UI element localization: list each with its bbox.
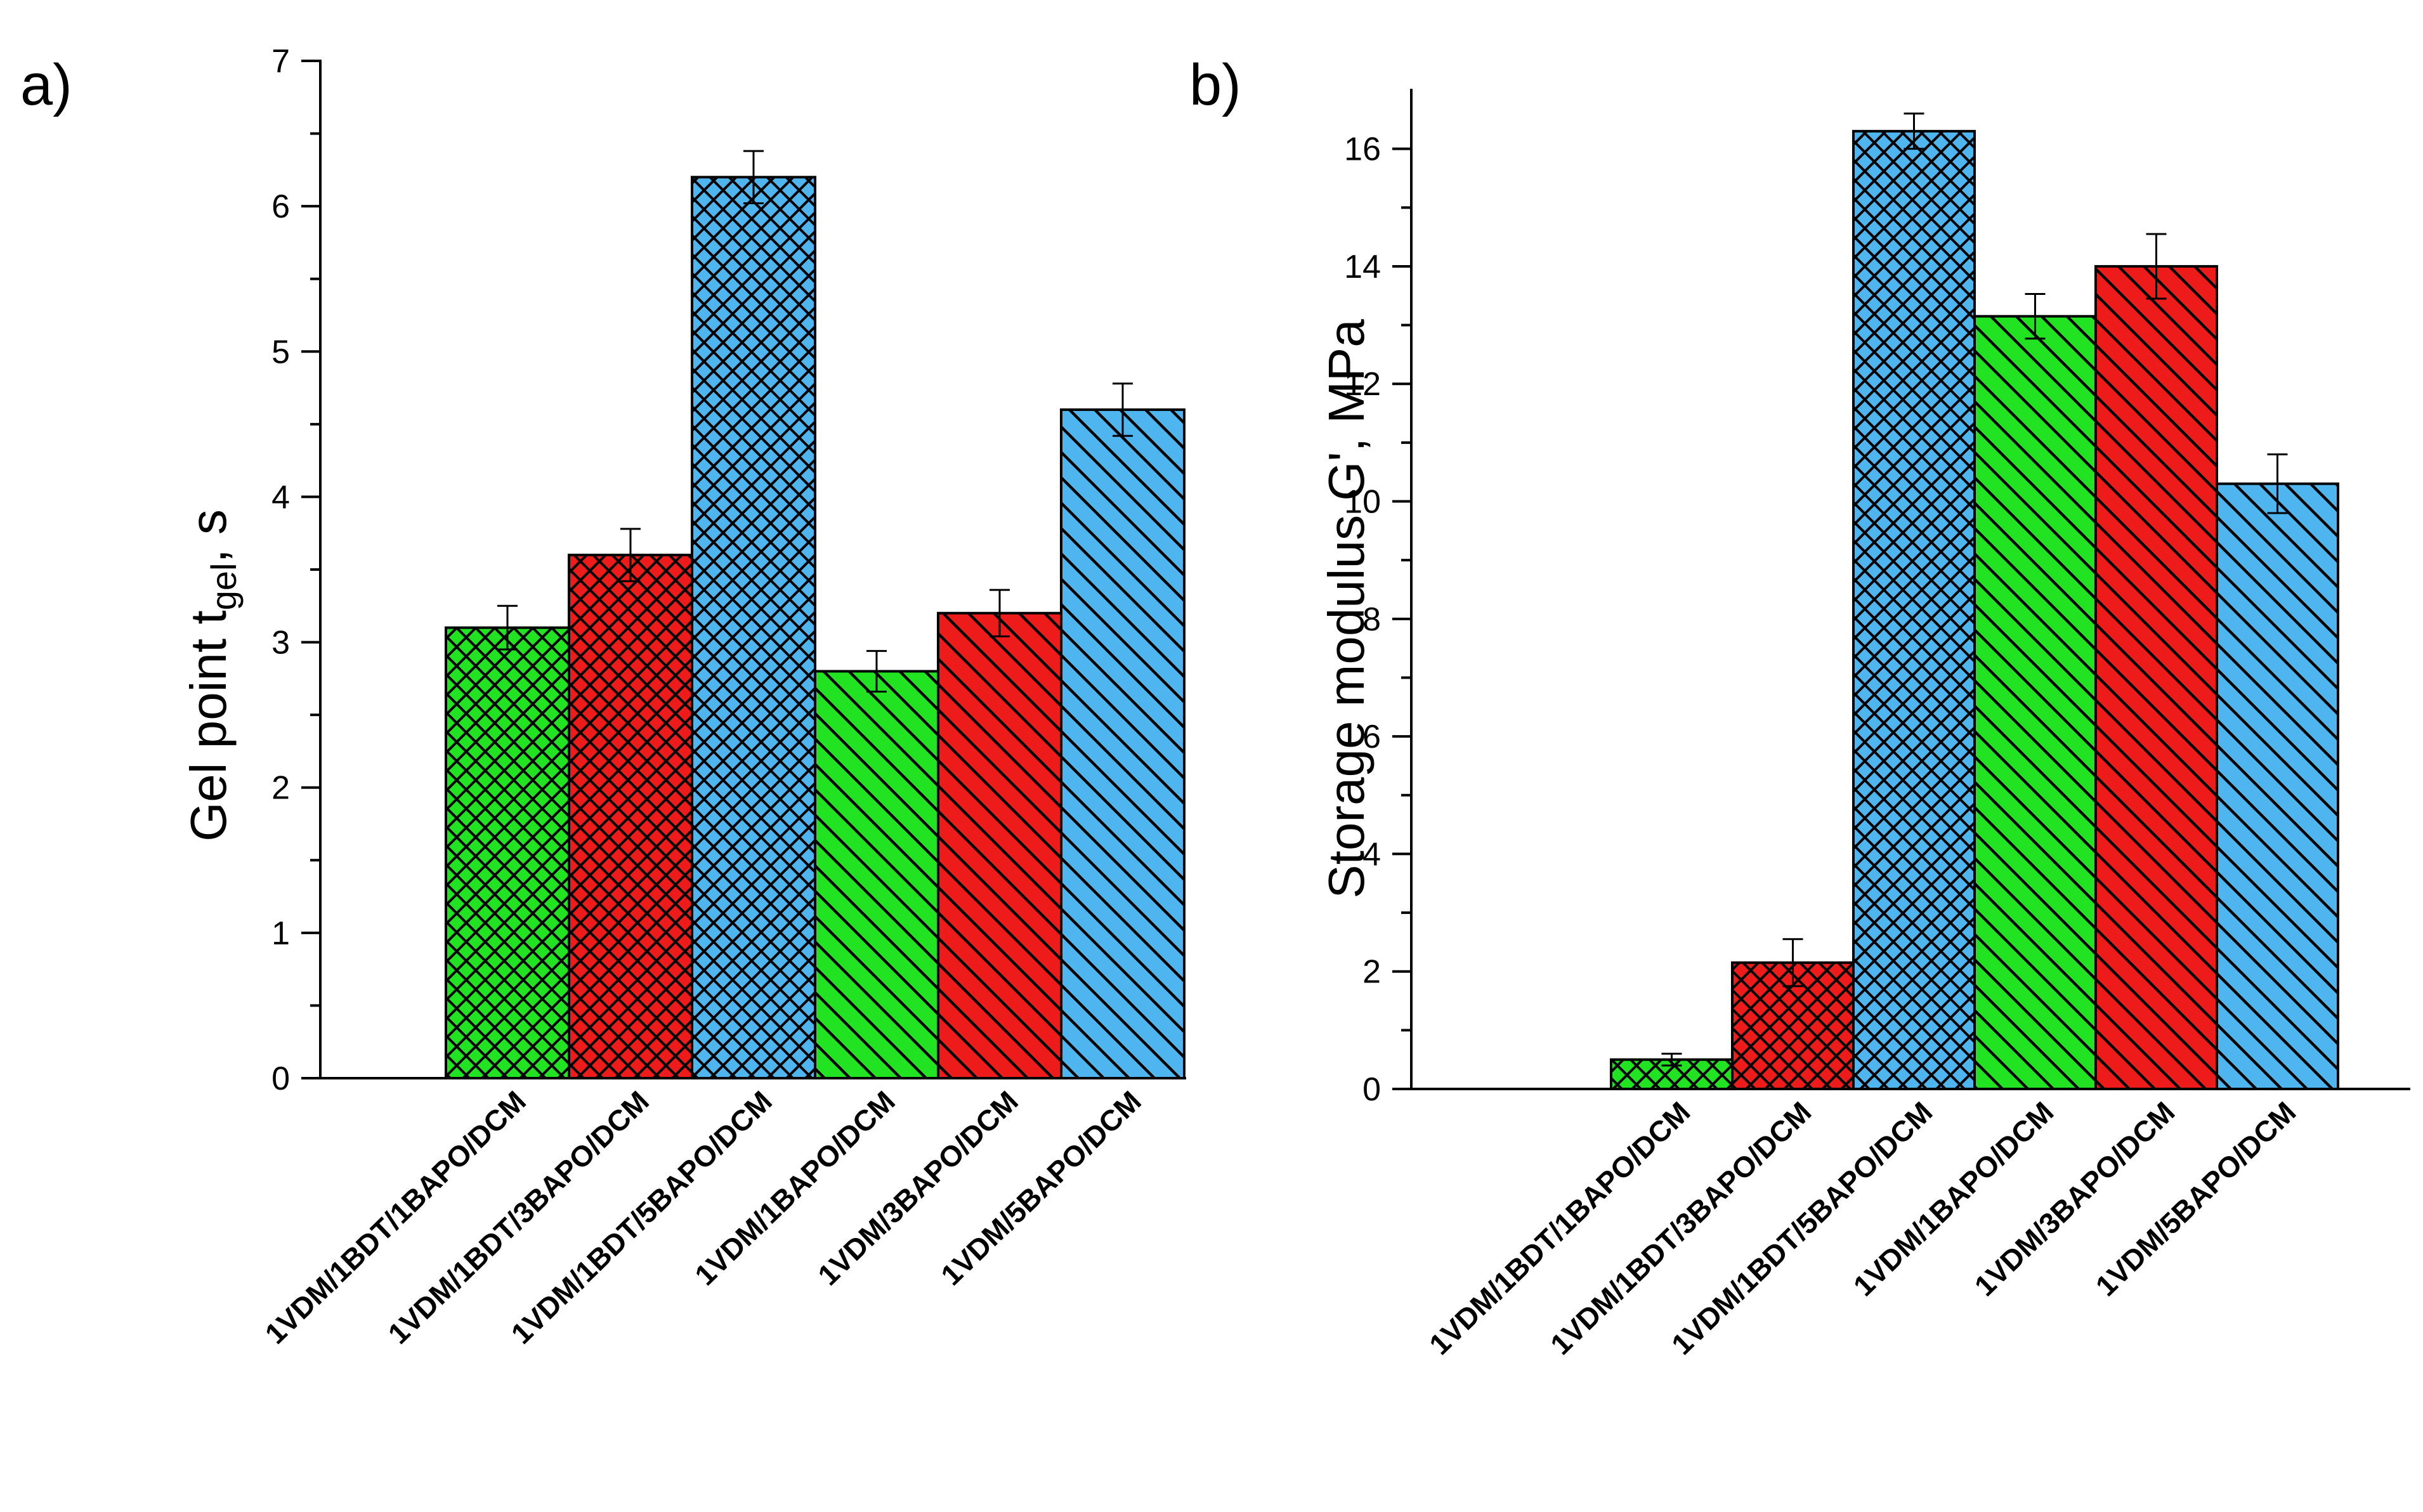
panel-a-y-tick-label: 4 xyxy=(271,479,290,516)
panel-b-category-label: 1VDM/1BDT/3BAPO/DCM xyxy=(1544,1095,1817,1361)
panel-a-y-axis-title: Gel point tgel, s xyxy=(180,509,244,842)
panel-b-y-tick-label: 0 xyxy=(1362,1071,1381,1108)
panel-b-y-axis-title: Storage modulus G', MPa xyxy=(1318,319,1375,899)
panel-a-y-tick-label: 5 xyxy=(271,334,290,370)
panel-a-y-tick-label: 1 xyxy=(271,915,290,952)
panel-a-bar xyxy=(937,611,1062,1079)
panel-a-category-label: 1VDM/1BDT/1BAPO/DCM xyxy=(259,1085,532,1350)
panel-a-label: a) xyxy=(20,53,72,117)
panel-b-label: b) xyxy=(1189,53,1241,117)
panel-b-category-label: 1VDM/5BAPO/DCM xyxy=(2089,1095,2302,1303)
panel-a-y-tick-label: 7 xyxy=(271,43,290,80)
panel-b: b) Storage modulus G', MPa 0 2 4 6 8 10 12 14 16… xyxy=(1189,53,2410,1361)
panel-b-y-tick-label: 10 xyxy=(1344,484,1381,521)
panel-a: a) Gel point tgel, s 0 1 2 3 4 5 6 7 1VDM/1BDT/1… xyxy=(20,43,1186,1350)
panel-a-category-label: 1VDM/1BAPO/DCM xyxy=(688,1085,901,1292)
panel-a-category-label: 1VDM/1BDT/5BAPO/DCM xyxy=(505,1085,778,1350)
panel-a-y-tick-label: 2 xyxy=(271,770,290,807)
panel-b-bar xyxy=(1731,961,1855,1091)
panel-a-bars xyxy=(445,150,1185,1079)
panel-b-bar xyxy=(1973,315,2097,1090)
panel-b-category-label: 1VDM/1BAPO/DCM xyxy=(1847,1095,2060,1303)
panel-a-y-tick-label: 3 xyxy=(271,625,290,662)
panel-a-bar xyxy=(691,176,816,1079)
panel-b-y-tick-label: 4 xyxy=(1362,836,1381,873)
panel-b-y-tick-label: 2 xyxy=(1362,954,1381,991)
panel-b-y-tick-label: 14 xyxy=(1344,249,1381,285)
panel-a-category-label: 1VDM/1BDT/3BAPO/DCM xyxy=(382,1085,655,1350)
panel-b-bars xyxy=(1610,112,2339,1091)
panel-b-y-tick-label: 8 xyxy=(1362,601,1381,638)
panel-a-y-axis-title-sub: gel xyxy=(204,563,244,611)
panel-b-category-label: 1VDM/3BAPO/DCM xyxy=(1968,1095,2181,1303)
panel-b-bar xyxy=(2094,264,2218,1090)
panel-a-category-label: 1VDM/3BAPO/DCM xyxy=(811,1085,1024,1292)
panel-a-category-label: 1VDM/5BAPO/DCM xyxy=(934,1085,1147,1292)
panel-a-bar xyxy=(814,670,939,1079)
panel-a-y-axis-title-tail: , s xyxy=(180,509,237,563)
panel-a-bar xyxy=(1060,408,1185,1079)
panel-b-bar xyxy=(2216,482,2339,1090)
panel-a-bar xyxy=(568,554,693,1079)
panel-b-bar xyxy=(1852,129,1976,1091)
panel-b-y-tick-label: 12 xyxy=(1344,366,1381,403)
panel-a-bar xyxy=(445,626,570,1079)
panel-b-category-label: 1VDM/1BDT/1BAPO/DCM xyxy=(1423,1095,1696,1361)
panel-b-category-label: 1VDM/1BDT/5BAPO/DCM xyxy=(1665,1095,1938,1361)
panel-b-y-tick-label: 6 xyxy=(1362,719,1381,755)
panel-a-y-tick-label: 6 xyxy=(271,188,290,225)
panel-b-y-tick-label: 16 xyxy=(1344,131,1381,168)
panel-a-y-tick-label: 0 xyxy=(271,1060,290,1097)
panel-a-y-axis-title-main: Gel point t xyxy=(180,610,237,842)
